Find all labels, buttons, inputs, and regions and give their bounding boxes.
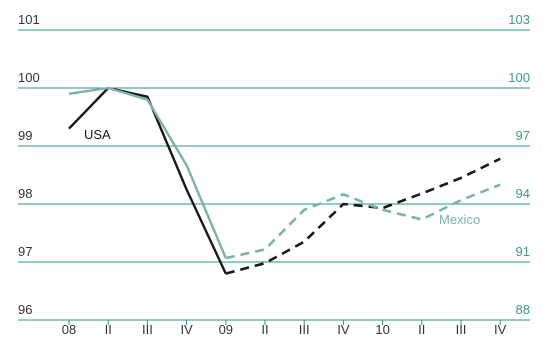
x-tick-label: 08 [62,322,76,337]
left-tick-label: 99 [18,128,32,143]
right-tick-label: 88 [516,302,530,317]
left-tick-label: 97 [18,244,32,259]
right-tick-label: 103 [508,12,530,27]
x-tick-label: II [418,322,425,337]
x-tick-label: II [261,322,268,337]
left-tick-label: 96 [18,302,32,317]
series-line-mexico-dashed [225,183,501,260]
series-line-usa-solid [68,86,227,275]
series-lines [68,86,501,275]
right-tick-label: 91 [516,244,530,259]
series-line-usa-dashed [225,157,501,275]
x-tick-label: 09 [219,322,233,337]
series-labels: USA Mexico [84,127,480,227]
x-axis-ticks: 08 II III IV 09 II III IV 10 II III IV [62,320,507,337]
x-tick-label: IV [337,322,350,337]
left-tick-label: 101 [18,12,40,27]
left-tick-label: 98 [18,186,32,201]
series-label-usa: USA [84,127,111,142]
series-line-mexico-solid [68,86,227,259]
right-axis-ticks: 103 100 97 94 91 88 [508,12,530,317]
series-label-mexico: Mexico [439,212,480,227]
right-tick-label: 97 [516,128,530,143]
right-tick-label: 94 [516,186,530,201]
x-tick-label: III [456,322,467,337]
left-axis-ticks: 101 100 99 98 97 96 [18,12,40,317]
gridlines [18,29,530,321]
x-tick-label: IV [494,322,507,337]
right-tick-label: 100 [508,70,530,85]
x-tick-label: III [299,322,310,337]
x-tick-label: 10 [375,322,389,337]
x-tick-label: III [142,322,153,337]
x-tick-label: II [105,322,112,337]
x-tick-label: IV [180,322,193,337]
left-tick-label: 100 [18,70,40,85]
